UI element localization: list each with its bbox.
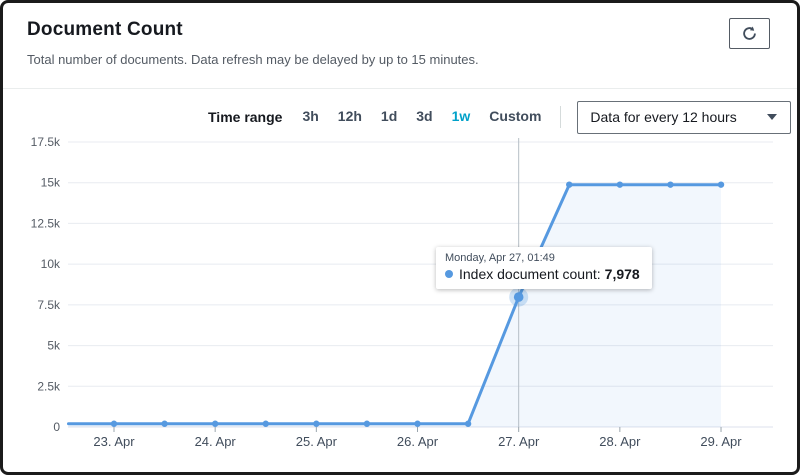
data-point [262, 420, 269, 427]
data-point [211, 420, 219, 427]
x-tick-label: 25. Apr [296, 434, 338, 449]
x-tick-label: 29. Apr [700, 434, 742, 449]
tooltip-value: 7,978 [604, 266, 640, 282]
interval-select[interactable]: Data for every 12 hours [577, 100, 792, 134]
x-tick-label: 26. Apr [397, 434, 439, 449]
y-tick-label: 10k [41, 257, 61, 271]
hover-point [513, 292, 524, 302]
data-point [110, 420, 118, 427]
time-range-options: 3h 12h 1d 3d 1w Custom [302, 108, 560, 126]
tooltip-series-label: Index document count: [459, 266, 601, 282]
time-range-option-1d[interactable]: 1d [380, 108, 398, 124]
data-point [667, 181, 674, 188]
tooltip-timestamp: Monday, Apr 27, 01:49 [445, 252, 555, 264]
data-point [464, 420, 472, 427]
tooltip-series-row: Index document count: 7,978 [445, 266, 640, 282]
x-tick-label: 24. Apr [195, 434, 237, 449]
series-area-fill [68, 184, 721, 427]
series-line [67, 183, 723, 426]
time-range-option-1w[interactable]: 1w [451, 108, 471, 124]
time-range-option-3d[interactable]: 3d [416, 108, 433, 124]
data-point [616, 181, 624, 188]
data-point [566, 181, 573, 188]
chevron-down-icon [766, 113, 778, 121]
data-point [717, 181, 725, 188]
x-tick-label: 23. Apr [93, 434, 135, 449]
y-tick-label: 5k [47, 339, 61, 353]
chart-tooltip: Monday, Apr 27, 01:49 Index document cou… [436, 247, 652, 289]
x-tick-label: 28. Apr [599, 434, 641, 449]
page-title: Document Count [27, 19, 183, 40]
widget-header: Document Count Total number of documents… [27, 19, 479, 67]
y-tick-label: 7.5k [37, 298, 61, 312]
y-tick-label: 15k [41, 176, 61, 190]
data-point [161, 420, 168, 427]
series-dot-icon [445, 270, 453, 278]
y-tick-label: 0 [53, 420, 60, 434]
time-range-option-custom[interactable]: Custom [489, 108, 542, 124]
data-point [363, 420, 371, 427]
y-tick-label: 17.5k [31, 135, 61, 149]
y-tick-label: 12.5k [31, 216, 61, 230]
y-tick-label: 2.5k [37, 379, 61, 393]
refresh-icon [741, 25, 758, 42]
page-subtitle: Total number of documents. Data refresh … [27, 52, 479, 67]
time-range-option-12h[interactable]: 12h [337, 108, 362, 124]
time-range-label: Time range [208, 109, 283, 125]
refresh-button[interactable] [729, 18, 770, 49]
header-divider [3, 88, 797, 89]
time-range-controls: Time range 3h 12h 1d 3d 1w Custom Data for ev… [208, 100, 792, 134]
document-count-chart[interactable]: 17.5k 15k 12.5k 10k 7.5k 5k 2.5k 0 23. Apr 24. Ap… [3, 3, 800, 475]
controls-divider [560, 106, 562, 128]
interval-select-value: Data for every 12 hours [590, 109, 737, 125]
time-range-option-3h[interactable]: 3h [302, 108, 319, 124]
x-tick-label: 27. Apr [498, 434, 540, 449]
data-point [414, 420, 421, 427]
data-point [313, 420, 320, 427]
